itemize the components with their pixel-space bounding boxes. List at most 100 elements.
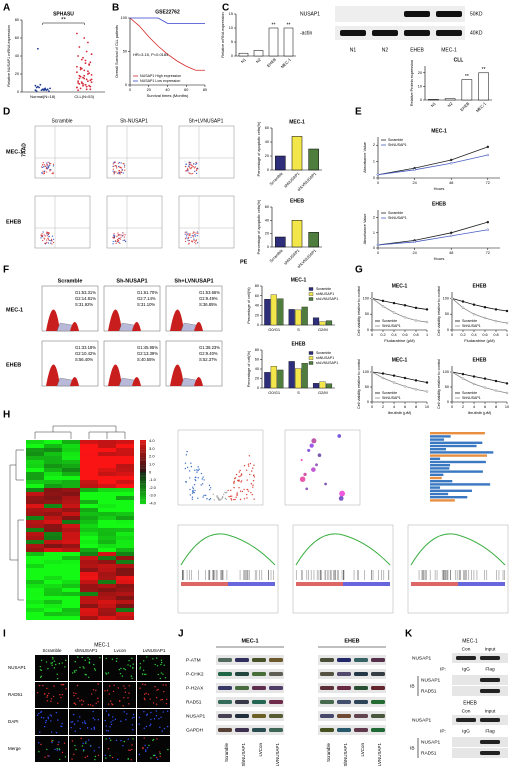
cell-signal [121,675,124,677]
cell-signal [109,754,111,757]
heatmap-cell [80,544,98,548]
event-dot [189,234,191,236]
volcano-dot [191,496,194,498]
color-scale [140,470,146,473]
cell-signal [71,740,74,742]
cell-signal [131,717,134,719]
point [82,84,84,87]
scale-label: -4.0 [149,500,157,505]
bar [288,309,295,326]
cell-signal [61,693,64,696]
marker [381,376,385,380]
heatmap-cell [26,568,44,572]
cell-signal [51,664,53,666]
volcano-dot [206,498,208,500]
cell-signal [127,738,129,740]
cell-signal [74,660,76,663]
x-tick-label: N1 [240,56,248,64]
heatmap-cell [26,500,44,504]
blot-band [235,714,249,718]
color-scale [140,491,146,493]
heatmap-cell [116,516,134,520]
cell-signal [112,716,114,718]
go-bar [430,486,441,489]
blot-band [371,714,385,718]
cell-signal [93,728,96,730]
cell-signal [107,703,110,705]
bar [264,372,271,389]
color-scale [140,488,146,490]
event-dot [46,162,48,164]
cell-signal [152,702,155,704]
bar [253,50,264,57]
y-tick-label: 2 [373,143,375,147]
chart-title: EHEB [290,198,304,204]
point [83,69,86,72]
axis-label: PE [240,259,248,265]
event-dot [196,231,198,233]
x-tick-label: 0.2 [460,333,465,337]
volcano-dot [208,498,211,501]
event-dot [51,235,54,237]
volcano-dot [219,499,221,501]
heatmap-cell [80,516,98,520]
heatmap-cell [98,596,116,600]
cell-signal [97,683,99,685]
lane-label: Flag [485,728,495,734]
heatmap-cell [98,568,116,572]
go-bar [430,435,451,438]
cell-signal [58,662,61,665]
cell-signal [39,731,41,733]
heatmap-cell [98,440,116,444]
cell-signal [79,666,81,669]
blot-band [337,686,351,690]
event-dot [116,241,118,243]
x-tick-label: 0.6 [482,333,487,337]
go-bar [430,444,477,448]
point [79,66,82,69]
panel-title: MEC-1 [462,638,478,644]
blot-band [269,700,283,704]
blot-band [320,700,334,704]
event-dot [51,243,53,245]
heatmap-cell [116,496,134,500]
heatmap-cell [44,440,62,444]
cell-signal [55,711,58,714]
volcano-dot [196,469,198,471]
heatmap-cell [62,472,80,476]
event-dot [48,232,50,234]
volcano-dot [235,473,238,476]
cell-signal [127,758,129,760]
cell-signal [70,726,72,729]
cell-signal [156,689,158,691]
x-tick-label: 24 [412,251,416,255]
cell-signal [110,700,112,702]
marker [392,381,396,384]
event-dot [193,231,195,233]
gsea-frame [177,524,279,614]
y-tick-label: 0 [17,90,19,94]
cell-signal [45,721,47,724]
cell-signal [111,703,113,705]
x-tick-label: G0/G1 [268,327,281,332]
point [87,41,89,44]
x-tick-label: 2 [382,405,384,409]
heatmap-cell [44,484,62,488]
cell-signal [143,660,145,662]
volcano-dot [212,493,214,496]
event-dot [46,171,48,173]
cell-signal [74,703,77,706]
event-dot [124,240,127,243]
point [83,77,86,80]
chart-title: MEC-1 [431,128,447,134]
color-scale [140,500,146,503]
color-scale [140,467,146,469]
cell-signal [159,753,161,755]
chart-title: GSE22762 [155,9,180,15]
legend-label: Scramble [382,391,397,395]
micrograph [103,736,136,762]
blot-band [456,718,476,722]
cell-signal [56,748,58,750]
marker [403,316,407,319]
cell-signal [44,693,46,695]
